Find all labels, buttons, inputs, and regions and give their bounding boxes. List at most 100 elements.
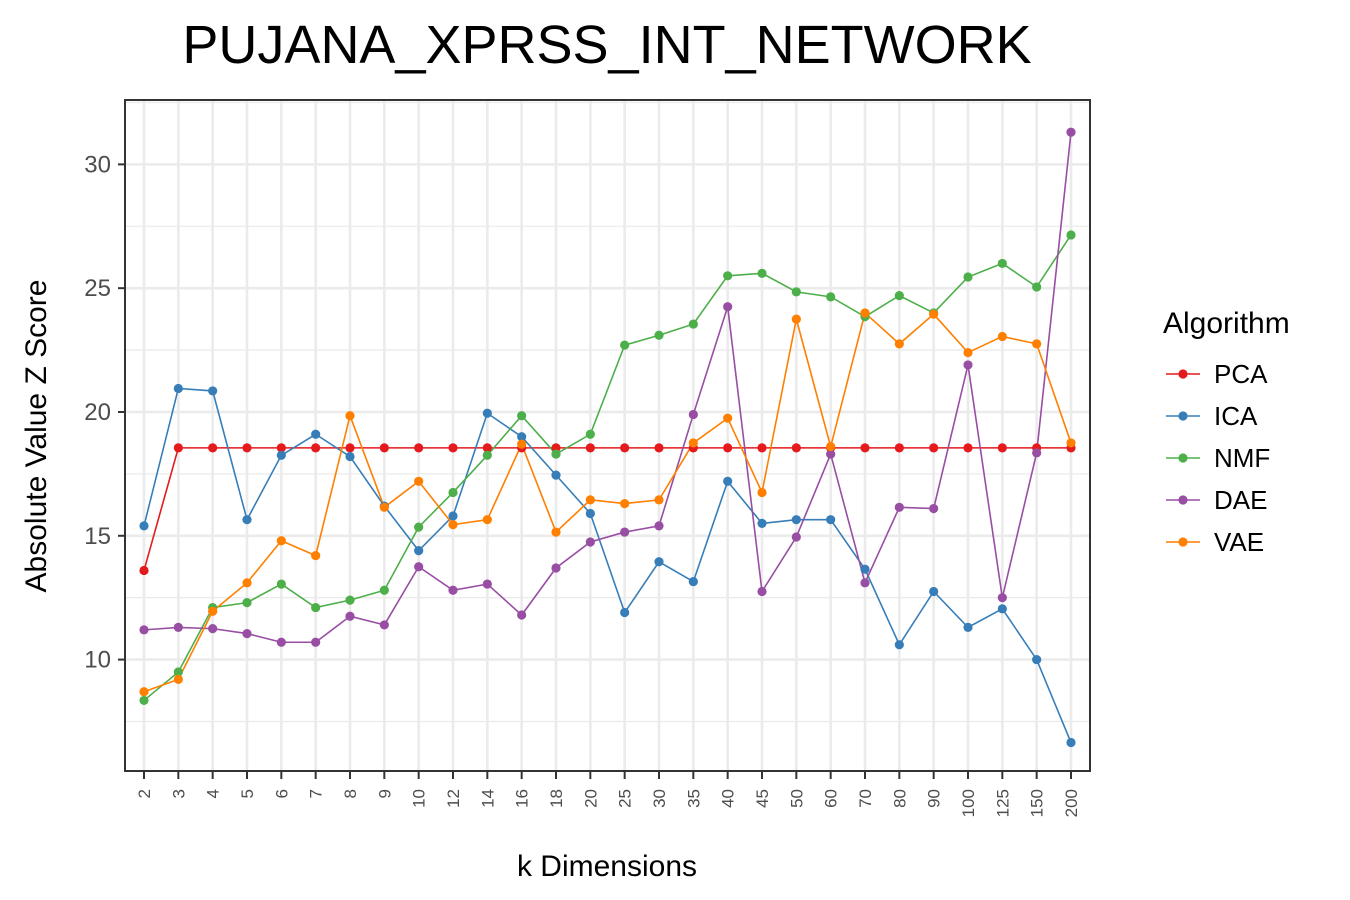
data-point-vae xyxy=(894,339,904,349)
data-point-ica xyxy=(517,432,527,442)
x-tick-label: 25 xyxy=(616,789,635,808)
data-point-vae xyxy=(963,347,973,358)
legend-label-dae: DAE xyxy=(1214,485,1267,515)
data-point-nmf xyxy=(379,585,389,595)
x-tick-label: 9 xyxy=(375,789,394,798)
data-point-dae xyxy=(723,302,733,312)
x-tick-label: 70 xyxy=(856,789,875,808)
x-tick-label: 7 xyxy=(307,789,326,798)
x-tick-label: 50 xyxy=(787,789,806,808)
data-point-ica xyxy=(688,576,698,587)
data-point-nmf xyxy=(1032,282,1042,292)
data-point-vae xyxy=(242,578,252,588)
data-point-pca xyxy=(242,443,252,453)
data-point-dae xyxy=(929,503,939,514)
data-point-dae xyxy=(860,578,870,588)
x-tick-label: 90 xyxy=(925,789,944,808)
data-point-dae xyxy=(620,527,630,537)
x-tick-label: 60 xyxy=(822,789,841,808)
data-point-dae xyxy=(311,637,321,647)
x-tick-label: 200 xyxy=(1062,789,1081,817)
x-tick-label: 18 xyxy=(547,789,566,808)
data-point-nmf xyxy=(173,667,183,677)
data-point-vae xyxy=(688,438,698,448)
series-line-dae xyxy=(143,132,1072,644)
data-point-pca xyxy=(620,443,630,453)
data-point-nmf xyxy=(517,411,527,421)
data-point-dae xyxy=(345,611,355,621)
x-tick-label: 80 xyxy=(890,789,909,808)
data-point-vae xyxy=(448,520,458,530)
data-point-nmf xyxy=(242,598,252,608)
data-point-nmf xyxy=(894,291,904,301)
data-point-dae xyxy=(826,449,836,459)
data-point-nmf xyxy=(482,450,492,460)
data-point-ica xyxy=(997,604,1007,614)
y-axis: 10 15 20 25 30 xyxy=(84,151,125,674)
y-axis-title: Absolute Value Z Score xyxy=(20,280,53,593)
data-point-dae xyxy=(1066,127,1076,137)
data-point-pca xyxy=(276,443,286,453)
x-tick-label: 30 xyxy=(650,789,669,808)
data-point-ica xyxy=(173,383,183,394)
data-point-nmf xyxy=(688,319,698,329)
legend-key-point-ica xyxy=(1178,411,1188,421)
data-point-dae xyxy=(585,537,595,547)
data-point-dae xyxy=(242,628,252,639)
data-point-pca xyxy=(997,443,1007,453)
data-point-ica xyxy=(1032,654,1042,665)
data-point-dae xyxy=(379,620,389,630)
series-line-nmf xyxy=(143,234,1072,702)
data-point-vae xyxy=(311,550,321,561)
x-tick-label: 150 xyxy=(1028,789,1047,817)
data-point-vae xyxy=(482,515,492,525)
x-axis: 2 3 4 5 6 7 8 9 10 12 14 16 18 20 25 30 35 40 45 50 60 70 80 90… xyxy=(135,771,1081,817)
x-tick-label: 12 xyxy=(444,789,463,808)
data-point-ica xyxy=(826,515,836,525)
data-point-vae xyxy=(1066,438,1076,448)
data-point-ica xyxy=(242,515,252,525)
data-point-ica xyxy=(723,476,733,486)
legend-title: Algorithm xyxy=(1163,307,1290,340)
data-point-nmf xyxy=(448,487,458,498)
y-tick-label: 25 xyxy=(84,275,111,302)
plot-panel-border xyxy=(124,99,1091,772)
data-point-vae xyxy=(139,687,149,697)
x-tick-label: 20 xyxy=(581,789,600,808)
x-tick-label: 10 xyxy=(410,789,429,808)
legend-key-point-nmf xyxy=(1178,453,1188,463)
data-point-pca xyxy=(929,443,939,453)
data-point-nmf xyxy=(620,340,630,350)
data-point-nmf xyxy=(139,695,149,706)
data-point-ica xyxy=(860,564,870,574)
data-point-dae xyxy=(173,622,183,632)
legend-key-point-vae xyxy=(1178,537,1188,547)
data-point-vae xyxy=(276,536,286,546)
data-point-pca xyxy=(860,443,870,453)
data-point-vae xyxy=(173,674,183,684)
data-point-pca xyxy=(311,443,321,453)
data-point-vae xyxy=(585,495,595,505)
data-point-pca xyxy=(894,443,904,453)
y-tick-label: 15 xyxy=(84,523,111,550)
data-point-ica xyxy=(414,546,424,556)
data-point-nmf xyxy=(585,429,595,439)
data-point-nmf xyxy=(345,595,355,605)
data-point-pca xyxy=(963,443,973,453)
data-point-nmf xyxy=(276,579,286,589)
data-point-pca xyxy=(414,443,424,453)
y-tick-label: 20 xyxy=(84,399,111,426)
data-point-ica xyxy=(448,511,458,521)
x-axis-title: k Dimensions xyxy=(517,850,697,883)
data-point-ica xyxy=(139,521,149,531)
grid xyxy=(125,100,1090,771)
data-point-dae xyxy=(139,625,149,635)
series-lines xyxy=(143,132,1072,743)
data-point-dae xyxy=(208,624,218,634)
data-point-dae xyxy=(963,360,973,370)
data-point-pca xyxy=(345,443,355,453)
data-point-nmf xyxy=(997,258,1007,269)
legend-label-nmf: NMF xyxy=(1214,443,1270,473)
data-point-dae xyxy=(654,521,664,531)
